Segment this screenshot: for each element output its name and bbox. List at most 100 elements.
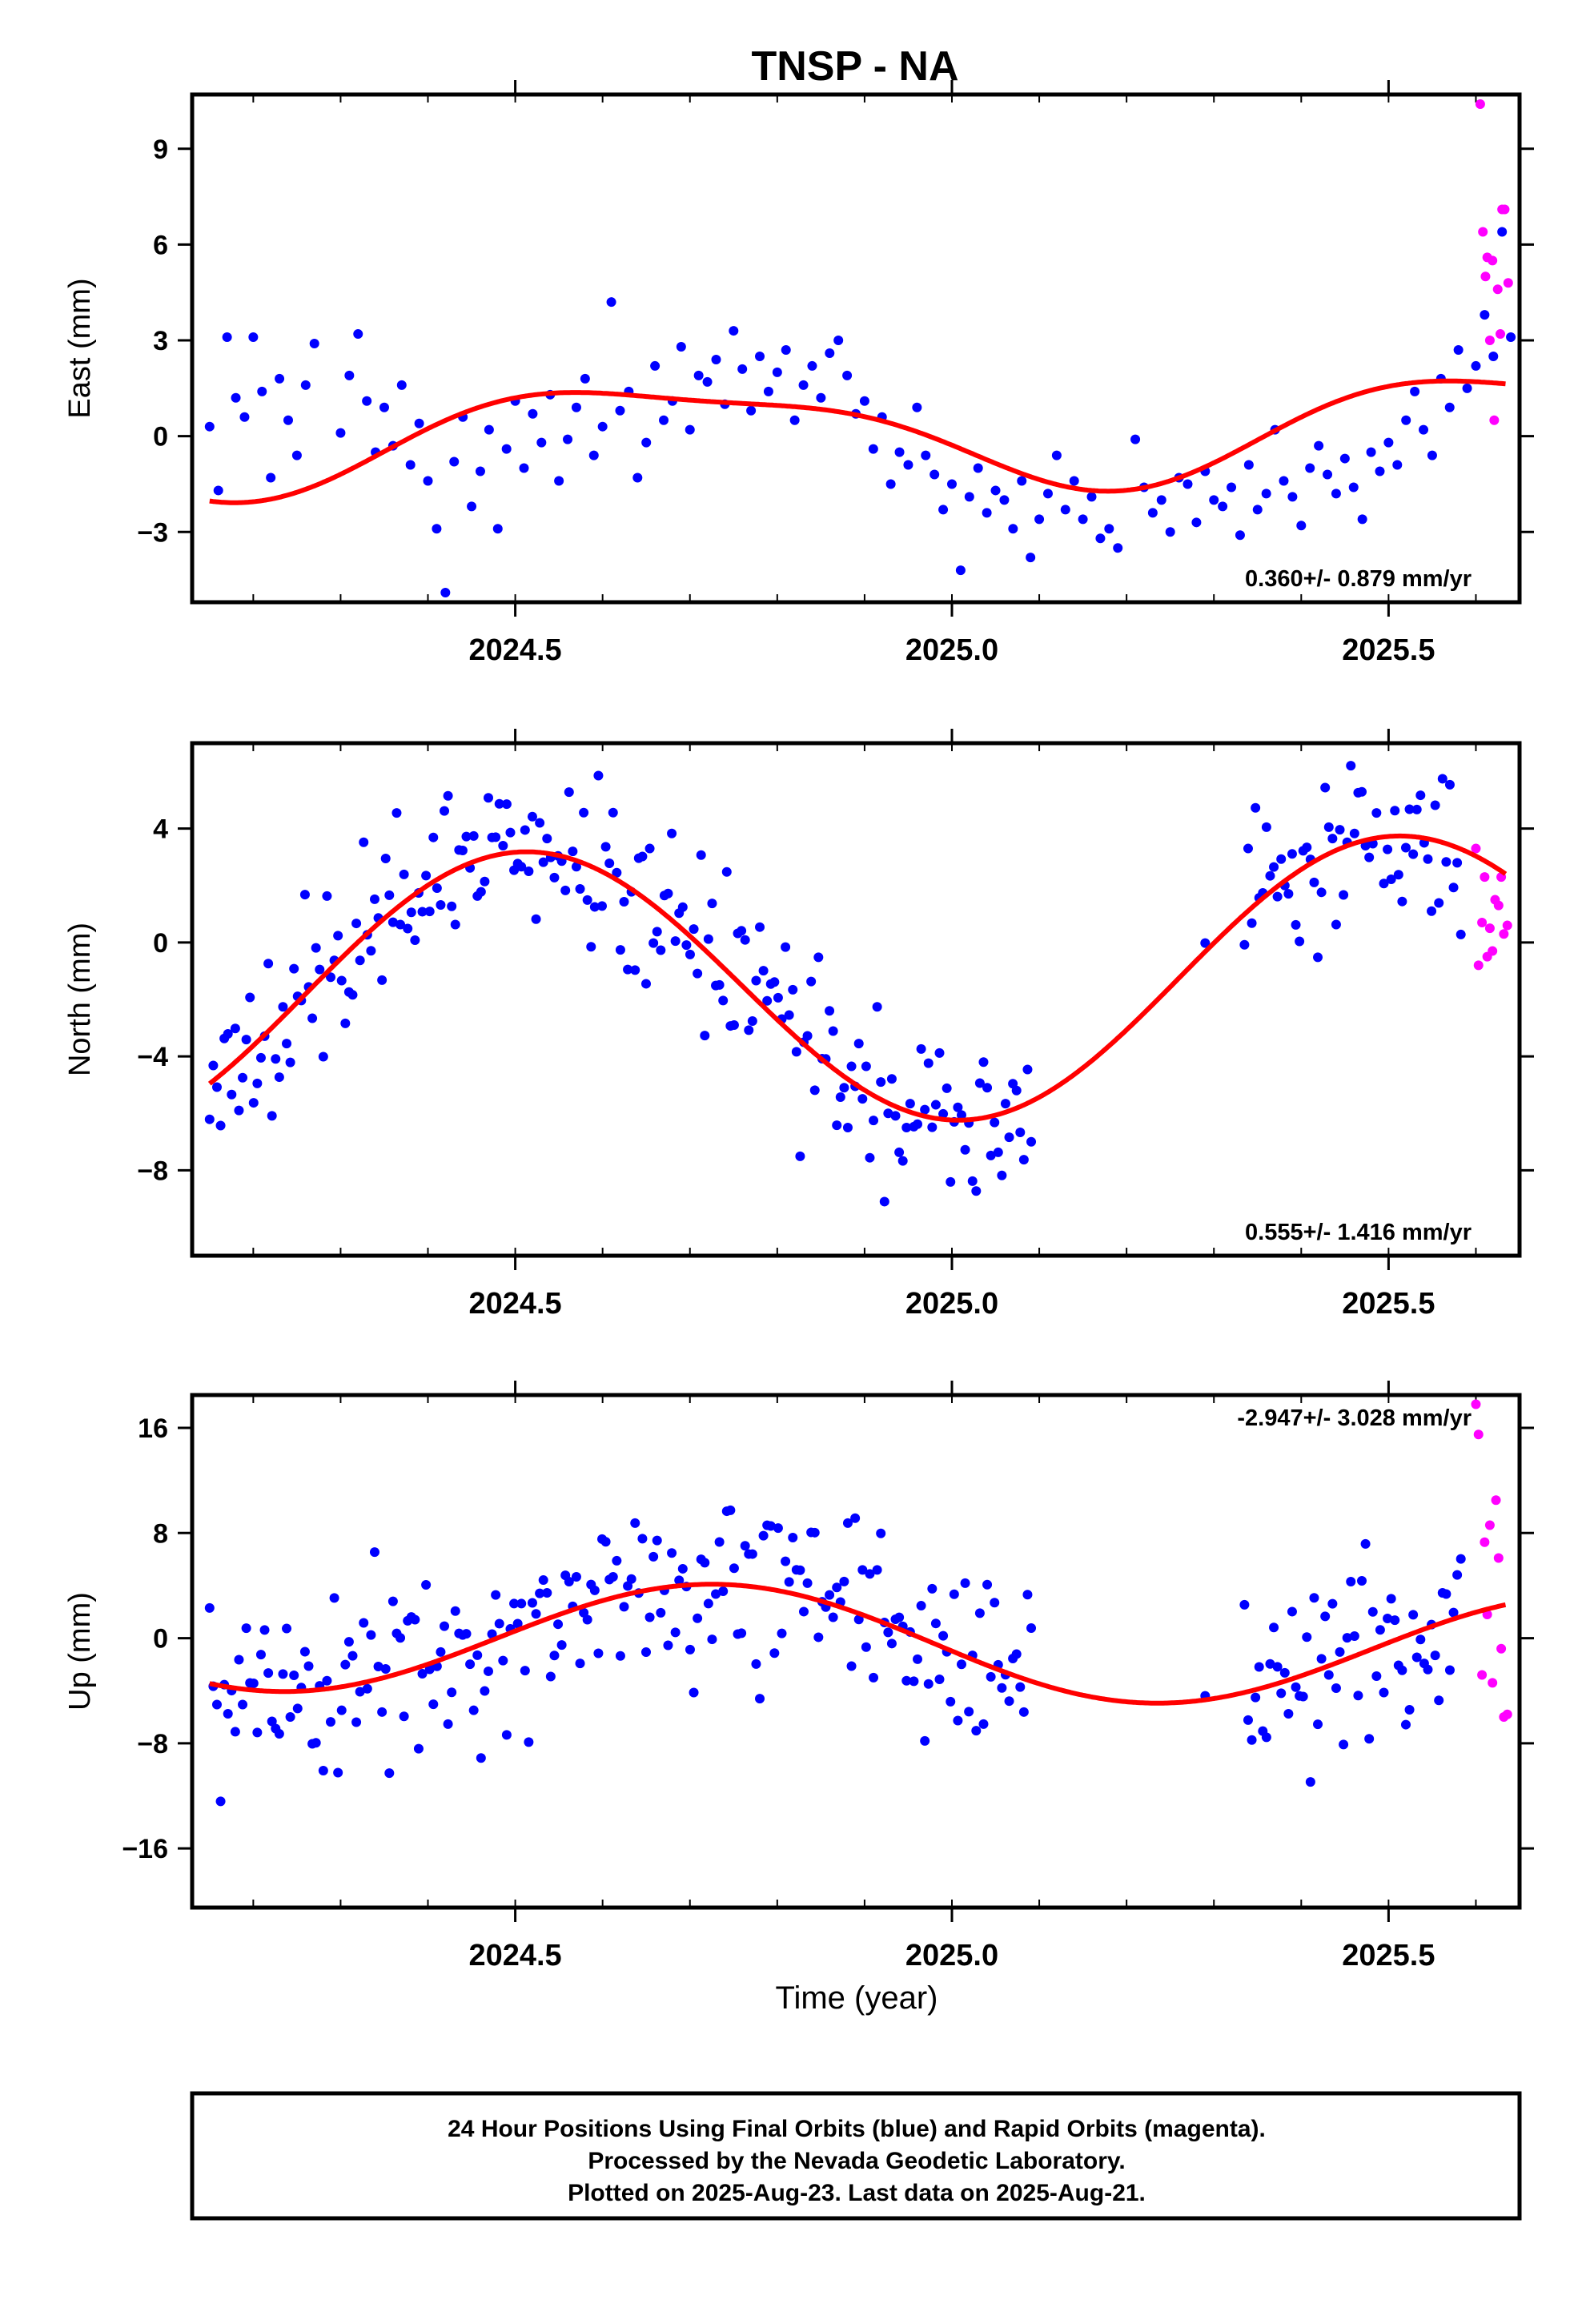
north-final-orbit-point — [747, 1016, 757, 1027]
up-final-orbit-point — [512, 1618, 523, 1629]
north-final-orbit-point — [325, 972, 335, 983]
east-final-orbit-point — [554, 476, 564, 486]
east-final-orbit-point — [353, 329, 363, 340]
north-final-orbit-point — [1400, 842, 1411, 853]
north-final-orbit-point — [527, 811, 537, 822]
up-final-orbit-point — [773, 1523, 783, 1534]
up-final-orbit-point — [509, 1598, 520, 1609]
north-final-orbit-point — [403, 923, 413, 934]
north-final-orbit-point — [440, 806, 450, 816]
north-final-orbit-point — [436, 899, 446, 910]
up-final-orbit-point — [608, 1571, 618, 1582]
up-final-orbit-point — [930, 1618, 941, 1629]
north-final-orbit-point — [689, 924, 699, 935]
east-final-orbit-point — [894, 447, 905, 457]
up-final-orbit-point — [949, 1589, 959, 1599]
north-final-orbit-point — [1448, 883, 1459, 893]
north-final-orbit-point — [355, 955, 365, 966]
east-final-orbit-point — [1008, 524, 1018, 534]
north-final-orbit-point — [387, 917, 398, 927]
up-final-orbit-point — [461, 1629, 472, 1639]
footer-line-2: Processed by the Nevada Geodetic Laborat… — [588, 2148, 1125, 2174]
up-final-orbit-point — [542, 1587, 552, 1598]
north-final-orbit-point — [842, 1123, 853, 1132]
north-final-orbit-point — [333, 931, 343, 941]
east-final-orbit-point — [467, 501, 477, 512]
north-final-orbit-point — [828, 1026, 838, 1036]
up-final-orbit-point — [278, 1669, 288, 1679]
up-final-orbit-point — [798, 1606, 809, 1617]
footer-line-1: 24 Hour Positions Using Final Orbits (bl… — [448, 2116, 1266, 2142]
north-final-orbit-point — [677, 902, 688, 912]
up-final-orbit-point — [755, 1694, 765, 1704]
north-final-orbit-point — [656, 945, 666, 955]
up-final-orbit-point — [612, 1555, 622, 1566]
east-final-orbit-point — [1323, 469, 1333, 480]
north-final-orbit-point — [1390, 806, 1400, 816]
up-final-orbit-point — [674, 1575, 685, 1586]
north-final-orbit-point — [623, 964, 633, 975]
east-final-orbit-point — [1419, 424, 1429, 435]
up-final-orbit-point — [693, 1613, 703, 1623]
east-final-orbit-point — [248, 332, 259, 343]
north-final-orbit-point — [839, 1083, 849, 1093]
up-final-orbit-point — [1360, 1538, 1371, 1549]
up-final-orbit-point — [1400, 1719, 1411, 1730]
up-final-orbit-point — [978, 1719, 989, 1729]
up-final-orbit-point — [255, 1650, 266, 1660]
north-final-orbit-point — [483, 793, 493, 803]
up-final-orbit-point — [600, 1537, 611, 1547]
north-final-orbit-point — [391, 808, 402, 818]
east-final-orbit-point — [1366, 447, 1376, 457]
up-final-orbit-point — [663, 1640, 673, 1651]
east-final-orbit-point — [414, 418, 424, 428]
up-final-orbit-point — [417, 1669, 428, 1679]
up-final-orbit-point — [1404, 1705, 1415, 1715]
east-final-orbit-point — [1078, 514, 1088, 525]
north-final-orbit-point — [846, 1061, 857, 1072]
north-final-orbit-point — [410, 935, 420, 946]
east-final-orbit-point — [885, 479, 896, 489]
up-final-orbit-point — [538, 1575, 548, 1586]
east-final-orbit-point — [1296, 521, 1307, 531]
east-final-orbit-point — [1375, 466, 1385, 476]
up-final-orbit-point — [1316, 1654, 1327, 1664]
north-final-orbit-point — [1452, 858, 1463, 868]
north-final-orbit-point — [648, 938, 659, 948]
east-rapid-orbit-point — [1480, 271, 1491, 282]
up-rapid-orbit-point — [1496, 1643, 1507, 1654]
up-final-orbit-point — [252, 1727, 263, 1738]
up-final-orbit-point — [267, 1716, 277, 1727]
east-final-orbit-point — [938, 505, 949, 515]
north-final-orbit-point — [644, 843, 655, 854]
north-final-orbit-point — [809, 1085, 820, 1096]
east-rapid-orbit-point — [1484, 336, 1495, 346]
north-final-orbit-point — [238, 1072, 248, 1083]
north-final-orbit-point — [773, 992, 783, 1003]
north-final-orbit-point — [380, 854, 391, 863]
north-final-orbit-point — [832, 1120, 842, 1131]
up-final-orbit-point — [1411, 1652, 1422, 1663]
up-final-orbit-point — [1247, 1735, 1257, 1745]
north-final-orbit-point — [953, 1102, 963, 1112]
up-final-orbit-point — [1357, 1576, 1367, 1586]
north-final-orbit-point — [740, 935, 750, 945]
up-final-orbit-point — [1415, 1634, 1426, 1645]
up-rapid-orbit-point — [1471, 1399, 1481, 1409]
up-final-orbit-point — [769, 1648, 780, 1659]
east-final-orbit-point — [571, 402, 581, 412]
east-panel: 2024.5 2025.0 2025.5 −3 0 3 6 9 East (mm) 0.360+/… — [63, 80, 1534, 667]
up-final-orbit-point — [483, 1666, 493, 1676]
north-final-orbit-point — [600, 842, 611, 852]
north-rapid-orbit-point — [1471, 843, 1481, 854]
north-final-orbit-point — [307, 1013, 318, 1023]
up-final-orbit-point — [468, 1705, 479, 1715]
footer-line-3: Plotted on 2025-Aug-23. Last data on 202… — [568, 2180, 1146, 2206]
up-final-orbit-point — [640, 1647, 651, 1657]
up-final-orbit-point — [953, 1715, 963, 1726]
north-final-orbit-point — [1026, 1136, 1037, 1147]
east-final-orbit-point — [501, 444, 512, 454]
north-final-orbit-point — [869, 1116, 879, 1126]
east-final-orbit-point — [1113, 543, 1123, 553]
north-final-orbit-point — [791, 1047, 801, 1057]
